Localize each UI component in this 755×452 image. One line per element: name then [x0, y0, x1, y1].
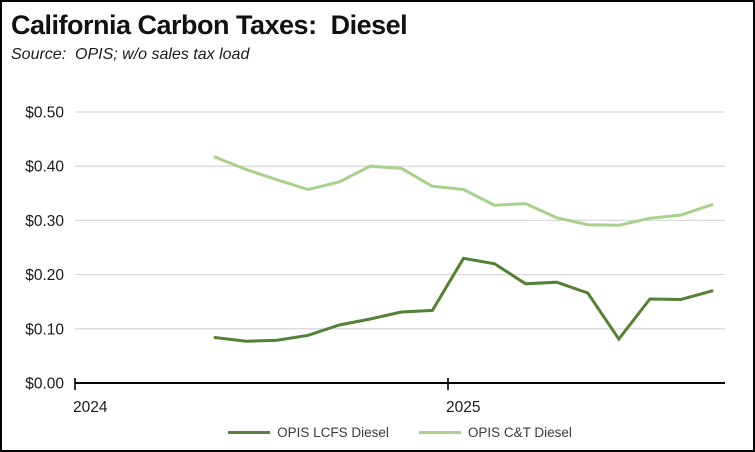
y-tick-label: $0.10 [25, 321, 64, 338]
ct-diesel-line [213, 155, 714, 227]
lcfs-line-swatch-icon [228, 431, 271, 434]
y-tick-label: $0.40 [25, 159, 64, 176]
chart-legend: OPIS LCFS Diesel OPIS C&T Diesel [75, 425, 725, 440]
x-tick-label: 2025 [446, 399, 480, 416]
x-tick-label: 2024 [73, 399, 108, 416]
lcfs-diesel-line [213, 256, 714, 343]
y-tick-label: $0.20 [25, 267, 64, 284]
legend-item-ct: OPIS C&T Diesel [418, 425, 572, 440]
y-tick-label: $0.30 [25, 213, 64, 230]
y-tick-label: $0.00 [25, 376, 64, 393]
ct-line-swatch-icon [418, 431, 461, 434]
chart-source-subtitle: Source: OPIS; w/o sales tax load [11, 46, 250, 63]
legend-label-lcfs: OPIS LCFS Diesel [277, 425, 389, 440]
chart-title: California Carbon Taxes: Diesel [11, 10, 408, 40]
legend-item-lcfs: OPIS LCFS Diesel [228, 425, 389, 440]
y-tick-label: $0.50 [25, 105, 64, 122]
legend-label-ct: OPIS C&T Diesel [467, 425, 572, 440]
